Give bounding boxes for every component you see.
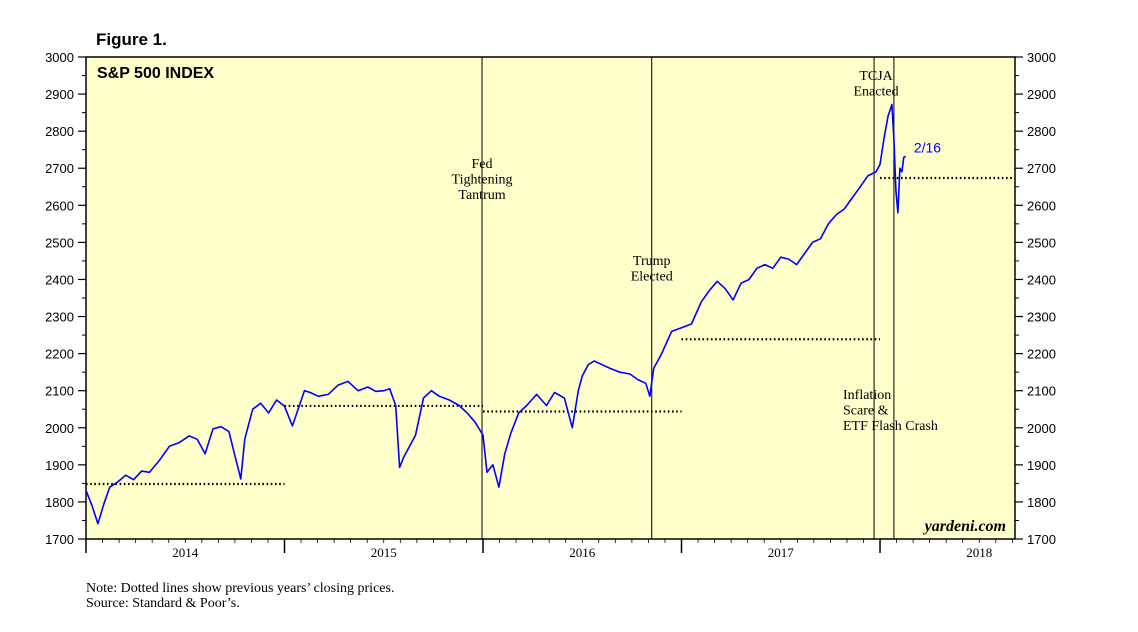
date-annotation: 2/16: [914, 139, 941, 155]
y-tick-label-left: 2900: [45, 87, 74, 102]
figure-label: Figure 1.: [96, 30, 167, 49]
y-tick-label-left: 1700: [45, 532, 74, 547]
y-tick-label-right: 1700: [1027, 532, 1056, 547]
y-tick-label-left: 2400: [45, 272, 74, 287]
y-tick-label-right: 2400: [1027, 272, 1056, 287]
y-tick-label-left: 2200: [45, 347, 74, 362]
y-tick-label-right: 2200: [1027, 347, 1056, 362]
event-label: ETF Flash Crash: [843, 419, 938, 434]
y-tick-label-left: 2800: [45, 124, 74, 139]
y-tick-label-left: 3000: [45, 50, 74, 65]
axes: [78, 56, 1023, 553]
y-tick-label-right: 2000: [1027, 421, 1056, 436]
y-tick-label-right: 3000: [1027, 50, 1056, 65]
event-label: Tantrum: [458, 188, 505, 203]
y-tick-label-left: 2500: [45, 235, 74, 250]
y-tick-label-right: 2100: [1027, 384, 1056, 399]
y-tick-label-right: 2300: [1027, 310, 1056, 325]
note: Note: Dotted lines show previous years’ …: [86, 581, 394, 596]
x-year-label: 2018: [966, 545, 992, 560]
chart-title: S&P 500 INDEX: [97, 65, 214, 82]
x-year-label: 2015: [371, 545, 397, 560]
x-year-label: 2014: [172, 545, 199, 560]
event-label: Elected: [631, 270, 673, 285]
y-tick-label-left: 2100: [45, 384, 74, 399]
event-label: Fed: [472, 157, 493, 172]
series-group: [85, 103, 907, 525]
event-label: TCJA: [859, 69, 893, 84]
labels: 1700 1700 1800 1800 1900 1900 2000 2000 2100 2100…: [45, 50, 1056, 560]
y-tick-label-right: 1900: [1027, 458, 1056, 473]
y-tick-label-right: 2700: [1027, 161, 1056, 176]
plot-background: [85, 56, 1016, 540]
y-tick-label-left: 2000: [45, 421, 74, 436]
y-tick-label-left: 2600: [45, 198, 74, 213]
x-year-label: 2016: [569, 545, 596, 560]
y-tick-label-left: 1800: [45, 495, 74, 510]
y-tick-label-right: 2900: [1027, 87, 1056, 102]
y-tick-label-left: 2300: [45, 310, 74, 325]
y-tick-label-right: 2800: [1027, 124, 1056, 139]
event-label: Enacted: [854, 85, 899, 100]
y-tick-label-right: 2600: [1027, 198, 1056, 213]
event-label: Scare &: [843, 404, 889, 419]
y-tick-label-right: 1800: [1027, 495, 1056, 510]
series-line-0: [85, 103, 907, 525]
y-tick-label-right: 2500: [1027, 235, 1056, 250]
event-label: Inflation: [843, 388, 891, 403]
reference-lines: [86, 176, 1015, 486]
watermark: yardeni.com: [923, 518, 1006, 535]
x-year-label: 2017: [768, 545, 795, 560]
source: Source: Standard & Poor’s.: [86, 596, 240, 611]
event-label: Tightening: [452, 173, 513, 188]
y-tick-label-left: 2700: [45, 161, 74, 176]
event-label: Trump: [633, 254, 671, 269]
y-tick-label-left: 1900: [45, 458, 74, 473]
